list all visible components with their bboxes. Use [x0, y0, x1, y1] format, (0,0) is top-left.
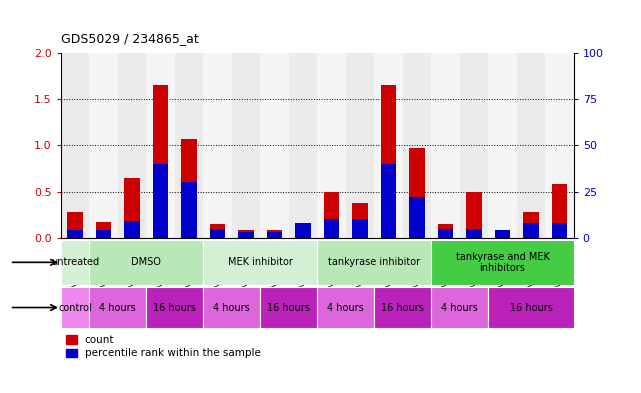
Bar	[431, 53, 460, 238]
Bar	[124, 178, 140, 238]
Bar	[67, 212, 83, 238]
Text: 4 hours: 4 hours	[99, 303, 137, 312]
Text: 16 hours: 16 hours	[510, 303, 553, 312]
Bar	[324, 219, 339, 238]
Bar	[552, 223, 567, 238]
Bar	[409, 148, 425, 238]
Text: tankyrase inhibitor: tankyrase inhibitor	[328, 257, 420, 267]
Bar	[523, 223, 539, 238]
Text: 16 hours: 16 hours	[267, 303, 310, 312]
Bar	[89, 53, 118, 238]
Bar	[289, 53, 317, 238]
Text: 4 hours: 4 hours	[442, 303, 478, 312]
Bar	[260, 287, 317, 328]
Bar	[181, 139, 197, 238]
Text: tankyrase and MEK
inhibitors: tankyrase and MEK inhibitors	[456, 252, 549, 273]
Bar	[431, 287, 488, 328]
Text: control: control	[58, 303, 92, 312]
Bar	[232, 53, 260, 238]
Text: 16 hours: 16 hours	[153, 303, 196, 312]
Bar	[89, 240, 203, 285]
Bar	[61, 287, 89, 328]
Bar	[517, 53, 545, 238]
Bar	[296, 224, 311, 238]
Bar	[260, 53, 289, 238]
Bar	[267, 230, 283, 238]
Bar	[545, 53, 574, 238]
Bar	[488, 287, 574, 328]
Bar	[89, 287, 146, 328]
Bar	[324, 191, 339, 238]
Text: MEK inhibitor: MEK inhibitor	[228, 257, 293, 267]
Bar	[203, 240, 317, 285]
Text: 4 hours: 4 hours	[213, 303, 250, 312]
Bar	[203, 53, 232, 238]
Bar	[146, 287, 203, 328]
Text: 4 hours: 4 hours	[328, 303, 364, 312]
Bar	[124, 221, 140, 238]
Bar	[317, 240, 431, 285]
Bar	[374, 287, 431, 328]
Bar	[409, 197, 425, 238]
Bar	[181, 182, 197, 238]
Bar	[146, 53, 175, 238]
Bar	[552, 184, 567, 238]
Bar	[61, 53, 89, 238]
Bar	[403, 53, 431, 238]
Bar	[466, 191, 482, 238]
Bar	[238, 232, 254, 238]
Bar	[431, 240, 574, 285]
Bar	[267, 232, 283, 238]
Bar	[345, 53, 374, 238]
Bar	[381, 164, 396, 238]
Bar	[495, 230, 510, 238]
Legend: count, percentile rank within the sample: count, percentile rank within the sample	[66, 335, 261, 358]
Bar	[317, 53, 345, 238]
Bar	[460, 53, 488, 238]
Bar	[488, 53, 517, 238]
Bar	[317, 287, 374, 328]
Bar	[153, 164, 169, 238]
Bar	[495, 230, 510, 238]
Bar	[374, 53, 403, 238]
Bar	[175, 53, 203, 238]
Bar	[210, 224, 226, 238]
Bar	[153, 85, 169, 238]
Text: GDS5029 / 234865_at: GDS5029 / 234865_at	[61, 32, 199, 45]
Text: untreated: untreated	[51, 257, 99, 267]
Text: DMSO: DMSO	[131, 257, 162, 267]
Bar	[238, 230, 254, 238]
Bar	[61, 240, 89, 285]
Bar	[352, 203, 368, 238]
Bar	[381, 85, 396, 238]
Bar	[438, 224, 453, 238]
Bar	[438, 228, 453, 238]
Bar	[96, 230, 112, 238]
Text: 16 hours: 16 hours	[381, 303, 424, 312]
Bar	[523, 212, 539, 238]
Bar	[296, 223, 311, 238]
Bar	[203, 287, 260, 328]
Bar	[67, 230, 83, 238]
Bar	[96, 222, 112, 238]
Bar	[118, 53, 146, 238]
Bar	[352, 219, 368, 238]
Bar	[210, 228, 226, 238]
Bar	[466, 228, 482, 238]
